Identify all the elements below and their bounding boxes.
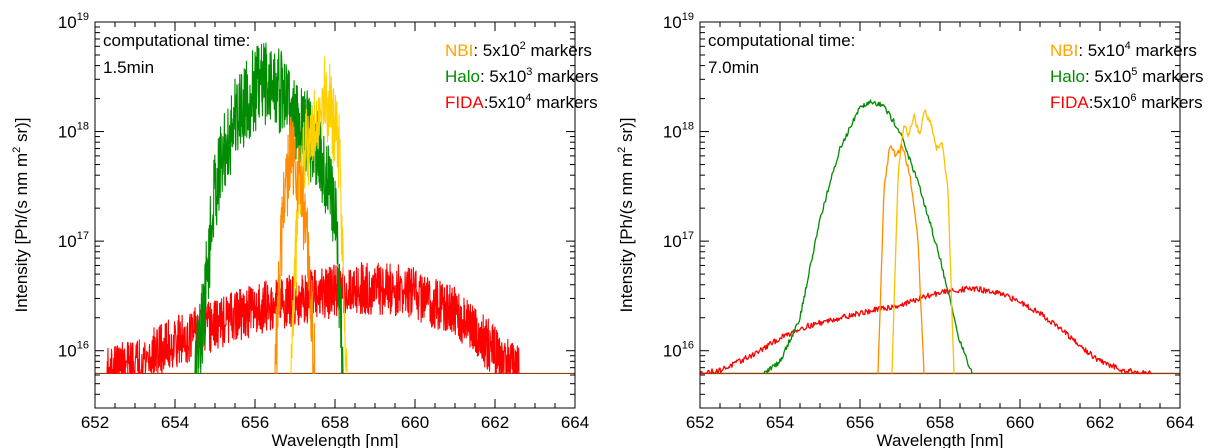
right-chart-panel: 652 654 656 658 660 662 664 1016 1017 1018 1019 Wav… — [616, 11, 1204, 448]
y-tick-label: 1017 — [663, 230, 694, 251]
y-tick-label: 1016 — [58, 340, 89, 361]
y-tick-label: 1016 — [663, 340, 694, 361]
legend-series-name: NBI — [1050, 41, 1078, 60]
y-tick-label: 1019 — [663, 11, 694, 32]
halo-series-line — [763, 99, 973, 374]
y-axis-label: Intensity [Ph/(s nm m2 sr)] — [616, 117, 636, 312]
x-tick-label: 664 — [561, 413, 589, 432]
legend-entry: FIDA:5x104 markers — [445, 92, 598, 112]
y-tick-label: 1018 — [663, 121, 694, 142]
legend-series-name: FIDA — [1050, 93, 1089, 112]
fida-series-line — [700, 285, 1152, 375]
legend-entry: NBI: 5x102 markers — [445, 40, 592, 60]
x-axis-label: Wavelength [nm] — [877, 431, 1004, 448]
legend-series-name: NBI — [445, 41, 473, 60]
legend-entry: FIDA:5x106 markers — [1050, 92, 1203, 112]
x-tick-label: 658 — [926, 413, 954, 432]
x-tick-label: 652 — [81, 413, 109, 432]
legend-entry: NBI: 5x104 markers — [1050, 40, 1197, 60]
nbi-half-series-line — [274, 117, 316, 375]
x-tick-label: 662 — [481, 413, 509, 432]
x-tick-label: 654 — [766, 413, 794, 432]
x-tick-label: 664 — [1166, 413, 1194, 432]
nbi-full-series-line — [891, 109, 955, 374]
legend-series-name: Halo — [445, 67, 480, 86]
x-tick-label: 660 — [1006, 413, 1034, 432]
y-tick-label: 1018 — [58, 121, 89, 142]
x-tick-label: 660 — [401, 413, 429, 432]
fida-series-line — [106, 261, 520, 375]
annotation-text: computational time: — [708, 31, 855, 50]
x-tick-label: 656 — [846, 413, 874, 432]
y-tick-label: 1017 — [58, 230, 89, 251]
x-tick-label: 662 — [1086, 413, 1114, 432]
halo-series-line — [194, 42, 344, 375]
legend-entry: Halo: 5x103 markers — [445, 66, 599, 86]
legend-series-name: Halo — [1050, 67, 1085, 86]
annotation-text: computational time: — [103, 31, 250, 50]
legend-entry: Halo: 5x105 markers — [1050, 66, 1204, 86]
x-axis-label: Wavelength [nm] — [272, 431, 399, 448]
y-tick-label: 1019 — [58, 11, 89, 32]
annotation-text: 7.0min — [708, 58, 759, 77]
x-tick-label: 658 — [321, 413, 349, 432]
nbi-full-series-line — [290, 56, 348, 374]
y-axis-label: Intensity [Ph/(s nm m2 sr)] — [11, 117, 31, 312]
x-tick-label: 656 — [241, 413, 269, 432]
left-chart-panel: 652 654 656 658 660 662 664 1016 1017 1018 1019 Wav… — [11, 11, 599, 448]
x-tick-label: 654 — [161, 413, 189, 432]
legend-series-name: FIDA — [445, 93, 484, 112]
annotation-text: 1.5min — [103, 58, 154, 77]
x-tick-label: 652 — [686, 413, 714, 432]
series-group — [95, 42, 575, 375]
series-group — [700, 99, 1180, 375]
nbi-half-series-line — [877, 144, 925, 374]
